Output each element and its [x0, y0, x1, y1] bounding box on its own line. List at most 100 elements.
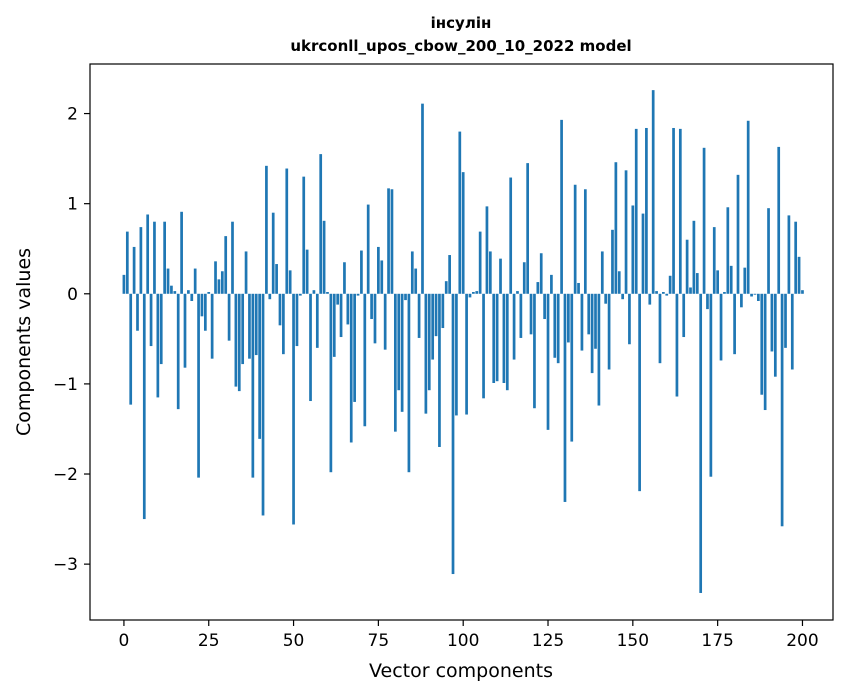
bar [702, 147, 706, 294]
bar [719, 293, 723, 361]
bar [750, 293, 753, 297]
bar [682, 293, 686, 338]
bar [505, 293, 509, 391]
bar [292, 293, 295, 525]
bar [322, 220, 326, 294]
bar [271, 212, 275, 294]
bar [455, 293, 458, 416]
bar [227, 293, 231, 341]
bar [753, 293, 757, 295]
bar [431, 293, 435, 360]
bar [736, 174, 740, 294]
bar [611, 229, 614, 294]
bar [407, 293, 411, 473]
bar [651, 90, 655, 294]
bar [638, 293, 641, 492]
bar [560, 119, 563, 294]
bar [275, 264, 278, 294]
y-tick-label: 2 [67, 105, 78, 125]
bar [383, 293, 387, 350]
bar [495, 293, 499, 382]
bar [349, 293, 353, 443]
bar [461, 172, 465, 294]
x-tick-label: 25 [198, 631, 220, 651]
bar [434, 293, 438, 337]
bar [794, 221, 798, 294]
bar [377, 246, 380, 294]
bar [265, 165, 268, 294]
bar [553, 293, 557, 358]
bar [421, 103, 424, 294]
bar [254, 293, 258, 356]
bar [136, 293, 139, 331]
bar [797, 256, 801, 294]
x-tick-label: 200 [786, 631, 818, 651]
bar [543, 293, 546, 320]
bar [790, 293, 794, 370]
x-axis-label: Vector components [369, 660, 553, 682]
bar [210, 293, 214, 359]
bar [302, 176, 306, 294]
bar [746, 120, 750, 294]
bar [339, 293, 343, 338]
bar [295, 293, 299, 347]
bar [180, 211, 183, 294]
bar [617, 271, 621, 294]
bar [444, 281, 448, 294]
bar [203, 293, 207, 331]
bar [573, 184, 577, 294]
bar [614, 162, 618, 294]
bar [468, 293, 472, 298]
bar [485, 206, 489, 294]
bar [417, 293, 421, 338]
bar [472, 291, 475, 294]
bar [733, 293, 736, 355]
bar [716, 270, 719, 294]
bar [312, 290, 316, 294]
bar [624, 170, 628, 294]
bar [360, 250, 363, 294]
bar [285, 168, 289, 294]
bar [777, 146, 781, 294]
bar [363, 293, 367, 427]
bar [655, 291, 658, 294]
bar [146, 214, 150, 294]
bar [217, 279, 221, 294]
bar [641, 213, 645, 294]
bar [550, 274, 553, 294]
bar [678, 128, 682, 294]
bar [526, 163, 530, 294]
bar [773, 293, 777, 377]
bar [723, 291, 726, 294]
bar [224, 236, 228, 294]
bar [166, 268, 170, 294]
x-tick-label: 0 [119, 631, 130, 651]
bar [190, 293, 194, 301]
x-tick-label: 175 [701, 631, 733, 651]
x-tick-label: 150 [617, 631, 649, 651]
bar [380, 260, 384, 294]
y-tick-label: −3 [53, 555, 78, 575]
y-tick-label: 0 [67, 285, 78, 305]
bar [465, 293, 468, 415]
bar [142, 293, 146, 520]
bar [607, 293, 611, 370]
bar [176, 293, 180, 410]
bar [214, 261, 217, 294]
bar [587, 293, 591, 335]
bar [743, 267, 747, 294]
bar [305, 249, 309, 294]
bar [251, 293, 255, 478]
x-axis-ticks: 0 25 50 75 100 125 150 175 200 [119, 620, 819, 651]
bar [580, 293, 584, 351]
bar [373, 293, 377, 344]
x-tick-label: 75 [368, 631, 390, 651]
bar [628, 293, 631, 345]
bar [482, 293, 485, 399]
bar [278, 293, 282, 326]
bar [288, 270, 292, 294]
bar [163, 221, 166, 294]
bar [258, 293, 261, 439]
bar [248, 293, 251, 359]
